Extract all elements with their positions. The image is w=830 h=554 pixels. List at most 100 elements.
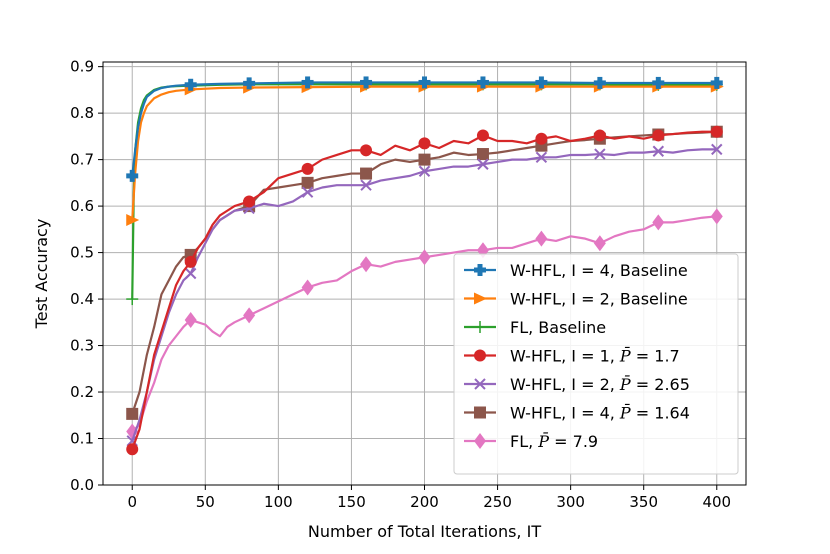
x-tick-label: 100 — [264, 493, 293, 511]
legend-item: W-HFL, I = 2, P̄ = 2.65 — [464, 373, 690, 394]
y-tick-label: 0.0 — [70, 476, 94, 494]
data-point — [593, 76, 606, 89]
data-point — [126, 214, 140, 227]
y-tick-label: 0.3 — [70, 337, 94, 355]
data-point — [301, 279, 314, 296]
marker-shape — [593, 129, 606, 142]
legend-label-prefix: W-HFL, I = 1, — [510, 347, 620, 366]
marker-shape — [301, 186, 314, 198]
data-point — [243, 195, 256, 208]
y-tick-label: 0.1 — [70, 430, 94, 448]
data-point — [418, 249, 431, 266]
marker-shape — [480, 76, 486, 89]
x-tick-label: 250 — [483, 493, 512, 511]
data-point — [652, 76, 665, 89]
marker-shape — [477, 158, 489, 170]
marker-shape — [652, 145, 665, 157]
data-point — [126, 407, 139, 420]
marker-shape — [301, 176, 314, 189]
data-point — [126, 293, 139, 306]
legend-label: W-HFL, I = 2, P̄ = 2.65 — [510, 373, 690, 394]
data-point — [301, 76, 314, 89]
marker-shape — [655, 76, 661, 89]
marker-shape — [597, 76, 603, 89]
marker-shape — [594, 148, 606, 160]
legend-label: W-HFL, I = 4, Baseline — [510, 261, 688, 280]
data-point — [418, 76, 431, 89]
legend-item: FL, P̄ = 7.9 — [464, 430, 598, 451]
legend-label-prefix: W-HFL, I = 2, Baseline — [510, 290, 688, 309]
legend-item: W-HFL, I = 2, Baseline — [464, 290, 688, 309]
series-3 — [126, 125, 723, 456]
data-point — [184, 311, 197, 328]
marker-shape — [714, 76, 720, 89]
x-axis-label: Number of Total Iterations, IT — [308, 522, 541, 541]
legend-label-param: = 2.65 — [631, 375, 690, 394]
y-tick-label: 0.4 — [70, 290, 94, 308]
data-point — [535, 76, 548, 89]
series-4 — [126, 143, 723, 447]
legend-label-param: = 7.9 — [549, 432, 598, 451]
marker-shape — [711, 143, 723, 156]
data-point — [711, 143, 723, 156]
x-tick-label: 0 — [127, 493, 137, 511]
legend-box — [453, 253, 739, 475]
marker-shape — [593, 235, 606, 252]
marker-shape — [418, 137, 431, 150]
marker-shape — [535, 151, 548, 163]
x-tick-label: 150 — [337, 493, 366, 511]
marker-shape — [652, 214, 665, 231]
marker-shape — [474, 292, 487, 305]
marker-shape — [422, 76, 427, 89]
data-point — [360, 167, 373, 180]
marker-shape — [418, 153, 431, 166]
data-point — [593, 129, 606, 142]
marker-shape — [363, 76, 369, 89]
legend-marker — [474, 378, 486, 390]
legend-item: FL, Baseline — [464, 318, 606, 337]
marker-shape — [360, 256, 373, 273]
marker-shape — [535, 230, 548, 247]
marker-shape — [474, 433, 486, 449]
legend-marker — [474, 321, 486, 333]
data-point — [476, 129, 489, 142]
legend-label-symbol: P̄ — [619, 373, 631, 394]
legend-label-prefix: W-HFL, I = 4, Baseline — [510, 261, 688, 280]
data-point — [476, 76, 489, 89]
legend-marker — [474, 292, 487, 305]
data-point — [184, 78, 197, 91]
marker-shape — [360, 144, 373, 157]
marker-shape — [305, 76, 311, 89]
series-layer — [126, 76, 724, 456]
marker-shape — [474, 378, 486, 390]
legend-label-prefix: FL, Baseline — [510, 318, 606, 337]
legend-item: W-HFL, I = 1, P̄ = 1.7 — [464, 345, 680, 366]
marker-shape — [126, 407, 139, 420]
marker-shape — [129, 169, 135, 182]
data-point — [243, 307, 256, 324]
data-point — [418, 165, 431, 177]
y-tick-label: 0.9 — [70, 58, 94, 76]
data-point — [418, 137, 431, 150]
legend-label-symbol: P̄ — [619, 345, 631, 366]
legend-label-param: = 1.7 — [631, 347, 680, 366]
marker-shape — [477, 264, 483, 276]
legend-marker — [474, 433, 486, 449]
marker-shape — [301, 279, 314, 296]
marker-shape — [476, 129, 489, 142]
marker-shape — [418, 249, 431, 266]
marker-shape — [476, 148, 489, 161]
legend: W-HFL, I = 4, Baseline W-HFL, I = 2, Base… — [453, 253, 739, 475]
data-point — [710, 76, 723, 89]
marker-shape — [301, 162, 314, 175]
marker-shape — [243, 195, 256, 208]
data-point — [184, 267, 197, 280]
legend-label-prefix: FL, — [510, 432, 538, 451]
marker-shape — [360, 179, 372, 191]
data-point — [301, 186, 314, 198]
data-point — [594, 148, 606, 160]
legend-label: W-HFL, I = 2, Baseline — [510, 290, 688, 309]
data-point — [301, 162, 314, 175]
marker-shape — [188, 78, 194, 91]
